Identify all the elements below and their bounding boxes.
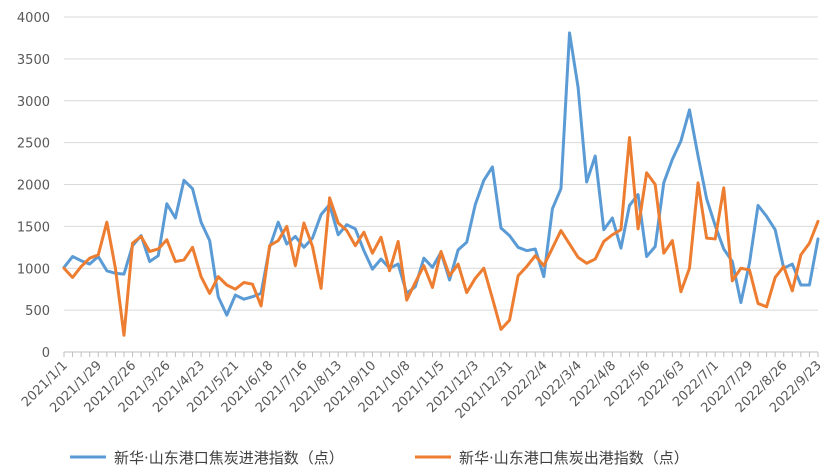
x-axis-ticks: 2021/1/12021/1/292021/2/262021/3/262021/… (19, 352, 825, 422)
series-line-2 (62, 136, 820, 337)
y-tick-label: 3500 (17, 53, 50, 68)
series-lines (62, 31, 820, 337)
legend-label-2: 新华·山东港口焦炭出港指数（点） (459, 449, 689, 467)
gridlines (64, 16, 818, 311)
y-tick-label: 3000 (17, 95, 50, 110)
y-axis-ticks: 0 500 1000 1500 2000 2500 3000 3500 4000 (17, 11, 50, 361)
y-tick-label: 2000 (17, 179, 50, 194)
y-tick-label: 1500 (17, 220, 50, 235)
legend: 新华·山东港口焦炭进港指数（点） 新华·山东港口焦炭出港指数（点） (70, 449, 689, 467)
legend-label-1: 新华·山东港口焦炭进港指数（点） (114, 449, 344, 467)
y-tick-label: 500 (25, 304, 50, 319)
y-tick-label: 4000 (17, 11, 50, 26)
y-tick-label: 2500 (17, 137, 50, 152)
y-tick-label: 1000 (17, 262, 50, 277)
series-line-1 (62, 31, 820, 317)
y-tick-label: 0 (42, 346, 50, 361)
